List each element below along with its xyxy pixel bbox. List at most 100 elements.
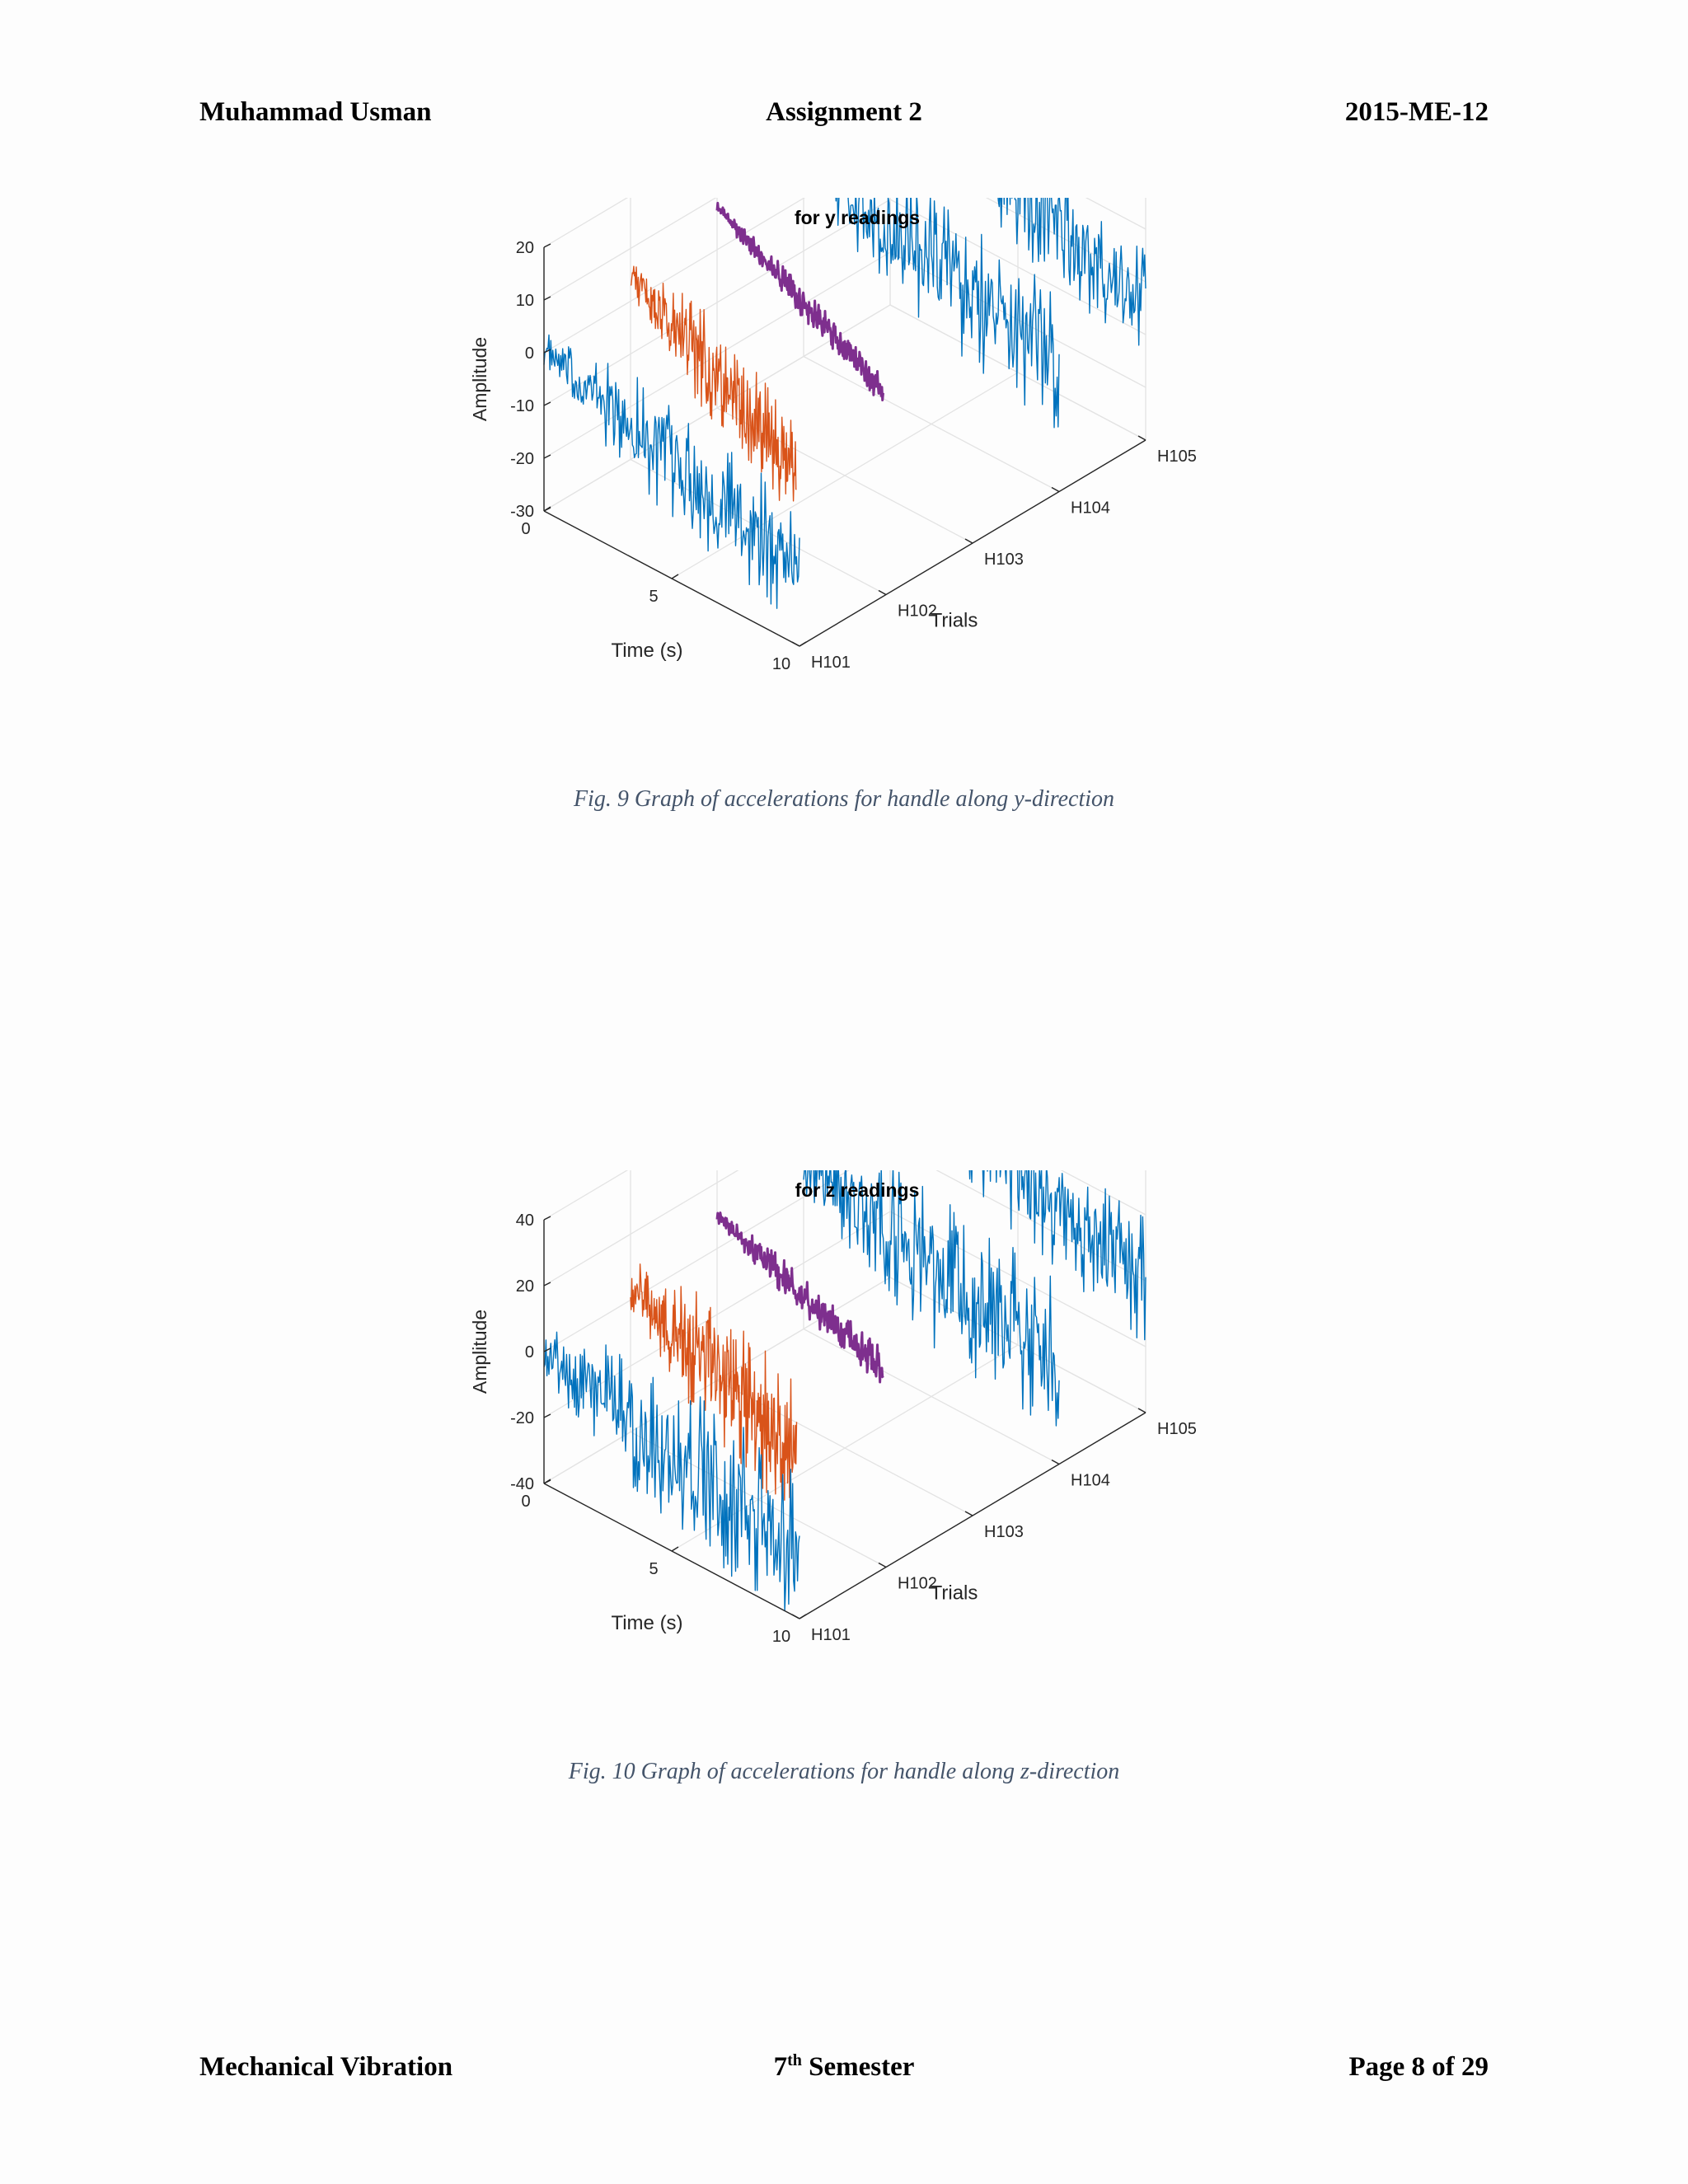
time-axis-label: Time (s) bbox=[611, 1612, 682, 1634]
wall-gridline-amplitude bbox=[543, 198, 806, 354]
time-tick bbox=[671, 1546, 679, 1552]
chart-grid bbox=[543, 198, 1146, 647]
wall-gridline-amplitude bbox=[543, 1170, 629, 1221]
trials-tick-label: H104 bbox=[1071, 1472, 1110, 1490]
trials-tick bbox=[1051, 1459, 1060, 1465]
wall-gridline-amplitude bbox=[543, 1170, 739, 1286]
amplitude-tick-label: 20 bbox=[516, 239, 534, 257]
amplitude-tick bbox=[543, 1216, 551, 1221]
amplitude-tick bbox=[543, 454, 551, 459]
time-tick-label: 10 bbox=[772, 655, 790, 673]
figure-10-caption: Fig. 10 Graph of accelerations for handl… bbox=[568, 1759, 1120, 1784]
amplitude-tick bbox=[543, 401, 551, 406]
chart-axes: -30 -20 -10 0 10 20 0 5 10 H101 H102 H103 H104 H105 Am… bbox=[469, 207, 1197, 673]
footer-semester-word: Semester bbox=[801, 2052, 915, 2082]
trials-tick-label: H104 bbox=[1071, 499, 1110, 518]
header-id: 2015-ME-12 bbox=[1344, 97, 1489, 127]
footer-semester: 7th Semester bbox=[0, 2052, 1688, 2083]
wall-gridline-amplitude bbox=[889, 199, 1146, 335]
series-line-h103 bbox=[715, 1212, 884, 1384]
time-tick-label: 10 bbox=[772, 1628, 790, 1646]
trials-tick bbox=[878, 589, 887, 596]
wall-gridline-amplitude bbox=[1060, 1170, 1146, 1216]
trials-axis-label: Trials bbox=[931, 1582, 978, 1604]
amplitude-tick-label: -20 bbox=[510, 1409, 534, 1427]
chart-axes: -40 -20 0 20 40 0 5 10 H101 H102 H103 H104 H105 Ampli… bbox=[469, 1179, 1197, 1646]
y-readings-chart: -30 -20 -10 0 10 20 0 5 10 H101 H102 H103 H104 H105 Am… bbox=[469, 198, 1197, 673]
time-tick-label: 5 bbox=[649, 588, 658, 606]
amplitude-axis-label: Amplitude bbox=[469, 1310, 490, 1394]
wall-gridline-amplitude bbox=[889, 1277, 1146, 1413]
chart-series bbox=[543, 198, 1146, 609]
trials-tick-label: H102 bbox=[898, 602, 937, 621]
wall-gridline-amplitude bbox=[1085, 198, 1146, 230]
wall-gridline-amplitude bbox=[543, 198, 629, 248]
time-tick-label: 5 bbox=[649, 1560, 658, 1578]
amplitude-tick bbox=[543, 1282, 551, 1286]
time-tick-label: 0 bbox=[521, 520, 530, 538]
amplitude-tick-label: 0 bbox=[525, 344, 534, 363]
wall-gridline-amplitude bbox=[543, 199, 891, 406]
time-tick bbox=[671, 574, 679, 579]
amplitude-tick-label: 20 bbox=[516, 1277, 534, 1296]
chart-series bbox=[543, 1170, 1146, 1612]
trials-tick-label: H105 bbox=[1157, 448, 1197, 466]
trials-tick-label: H103 bbox=[984, 1523, 1024, 1541]
footer-page-number: Page 8 of 29 bbox=[1348, 2052, 1489, 2082]
trials-tick-label: H101 bbox=[811, 654, 851, 672]
chart-title: for z readings bbox=[795, 1179, 920, 1201]
footer-course: Mechanical Vibration bbox=[199, 2052, 453, 2082]
floor-gridline-trial bbox=[803, 1328, 1060, 1465]
amplitude-tick bbox=[543, 1347, 551, 1352]
time-tick bbox=[799, 641, 807, 647]
series-line-h103 bbox=[715, 201, 884, 401]
wall-gridline-amplitude bbox=[889, 304, 1146, 441]
wall-gridline-amplitude bbox=[543, 1170, 850, 1352]
trials-tick bbox=[964, 538, 973, 544]
amplitude-tick bbox=[543, 243, 551, 248]
wall-gridline-amplitude bbox=[543, 1211, 891, 1418]
page-header: Muhammad Usman Assignment 2 2015-ME-12 bbox=[0, 97, 1688, 138]
trials-axis-label: Trials bbox=[931, 609, 978, 631]
trials-tick-label: H105 bbox=[1157, 1420, 1197, 1438]
amplitude-tick-label: -30 bbox=[510, 503, 534, 521]
trials-tick-label: H103 bbox=[984, 551, 1024, 569]
trials-tick bbox=[878, 1562, 887, 1568]
amplitude-axis-label: Amplitude bbox=[469, 337, 490, 421]
series-line-h101 bbox=[543, 334, 800, 609]
amplitude-tick-label: -40 bbox=[510, 1475, 534, 1493]
page-footer: Mechanical Vibration 7th Semester Page 8… bbox=[0, 2052, 1688, 2093]
trials-tick bbox=[791, 641, 800, 647]
amplitude-tick bbox=[543, 349, 551, 354]
footer-semester-suffix: th bbox=[787, 2051, 802, 2069]
series-line-h102 bbox=[630, 265, 797, 502]
time-tick-label: 0 bbox=[521, 1493, 530, 1511]
series-line-h104 bbox=[835, 198, 1060, 429]
series-line-h105 bbox=[968, 1170, 1146, 1341]
series-line-h101 bbox=[543, 1331, 800, 1612]
trials-tick-label: H101 bbox=[811, 1626, 851, 1644]
header-title: Assignment 2 bbox=[766, 97, 922, 127]
floor-gridline-trial bbox=[803, 355, 1060, 493]
time-tick bbox=[799, 1614, 807, 1619]
amplitude-tick bbox=[543, 1413, 551, 1418]
series-line-h104 bbox=[803, 1170, 1060, 1427]
amplitude-tick-label: -10 bbox=[510, 397, 534, 415]
time-tick bbox=[543, 1479, 551, 1484]
amplitude-tick bbox=[543, 296, 551, 301]
trials-tick bbox=[791, 1614, 800, 1619]
series-line-h105 bbox=[997, 198, 1146, 346]
trials-tick-label: H102 bbox=[898, 1575, 937, 1593]
amplitude-tick-label: 10 bbox=[516, 292, 534, 310]
footer-semester-number: 7 bbox=[773, 2052, 788, 2082]
time-tick bbox=[543, 506, 551, 512]
trials-tick bbox=[1137, 1408, 1146, 1413]
trials-tick bbox=[1137, 435, 1146, 441]
amplitude-tick-label: 0 bbox=[525, 1343, 534, 1361]
trials-tick bbox=[964, 1511, 973, 1516]
time-axis-label: Time (s) bbox=[611, 640, 682, 662]
series-line-h102 bbox=[630, 1263, 798, 1501]
figure-9-caption: Fig. 9 Graph of accelerations for handle… bbox=[573, 786, 1115, 812]
trials-tick bbox=[1051, 486, 1060, 493]
chart-title: for y readings bbox=[795, 207, 920, 228]
